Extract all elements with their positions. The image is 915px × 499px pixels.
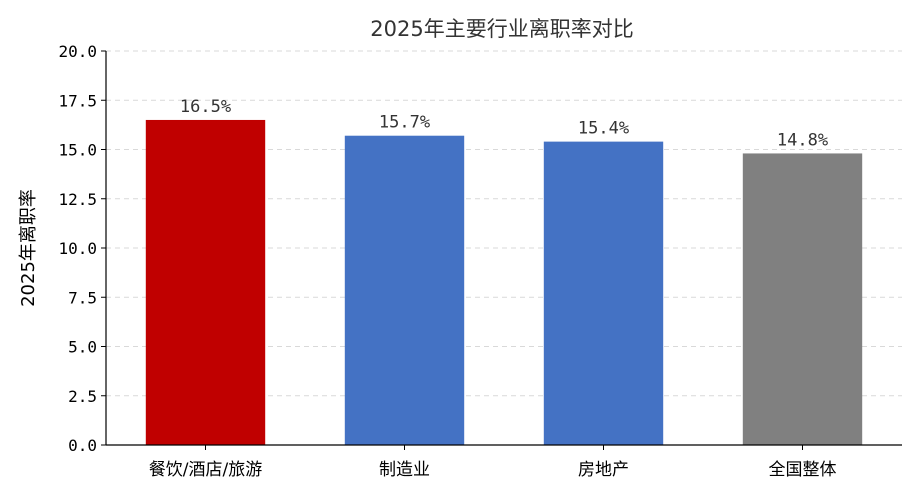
bar [344,135,465,445]
x-tick-label: 房地产 [578,460,629,480]
bar-value-label: 15.7% [379,113,430,133]
y-tick-label: 15.0 [58,141,97,160]
y-tick-label: 0.0 [68,436,97,455]
bar-value-label: 16.5% [180,97,231,117]
gridlines [106,50,902,397]
y-tick-label: 12.5 [58,190,97,209]
y-tick-label: 7.5 [68,288,97,307]
axes: 0.0 2.5 5.0 7.5 10.0 12.5 15.0 17.5 20.0 餐饮/酒店/旅游… [58,42,902,480]
y-tick-label: 5.0 [68,338,97,357]
bars: 16.5% 15.7% 15.4% 14.8% [145,97,863,445]
y-axis-label: 2025年离职率 [18,189,39,307]
bar [543,141,664,445]
y-tick-label: 2.5 [68,387,97,406]
y-tick-label: 20.0 [58,42,97,61]
x-tick-label: 全国整体 [769,460,837,480]
bar-value-label: 14.8% [777,130,828,150]
bar-value-label: 15.4% [578,119,629,139]
y-tick-label: 10.0 [58,239,97,258]
bar [742,153,863,445]
x-tick-label: 餐饮/酒店/旅游 [149,460,262,480]
x-tick-label: 制造业 [379,460,430,480]
chart-title: 2025年主要行业离职率对比 [370,17,633,41]
y-tick-label: 17.5 [58,91,97,110]
bar [145,119,266,445]
